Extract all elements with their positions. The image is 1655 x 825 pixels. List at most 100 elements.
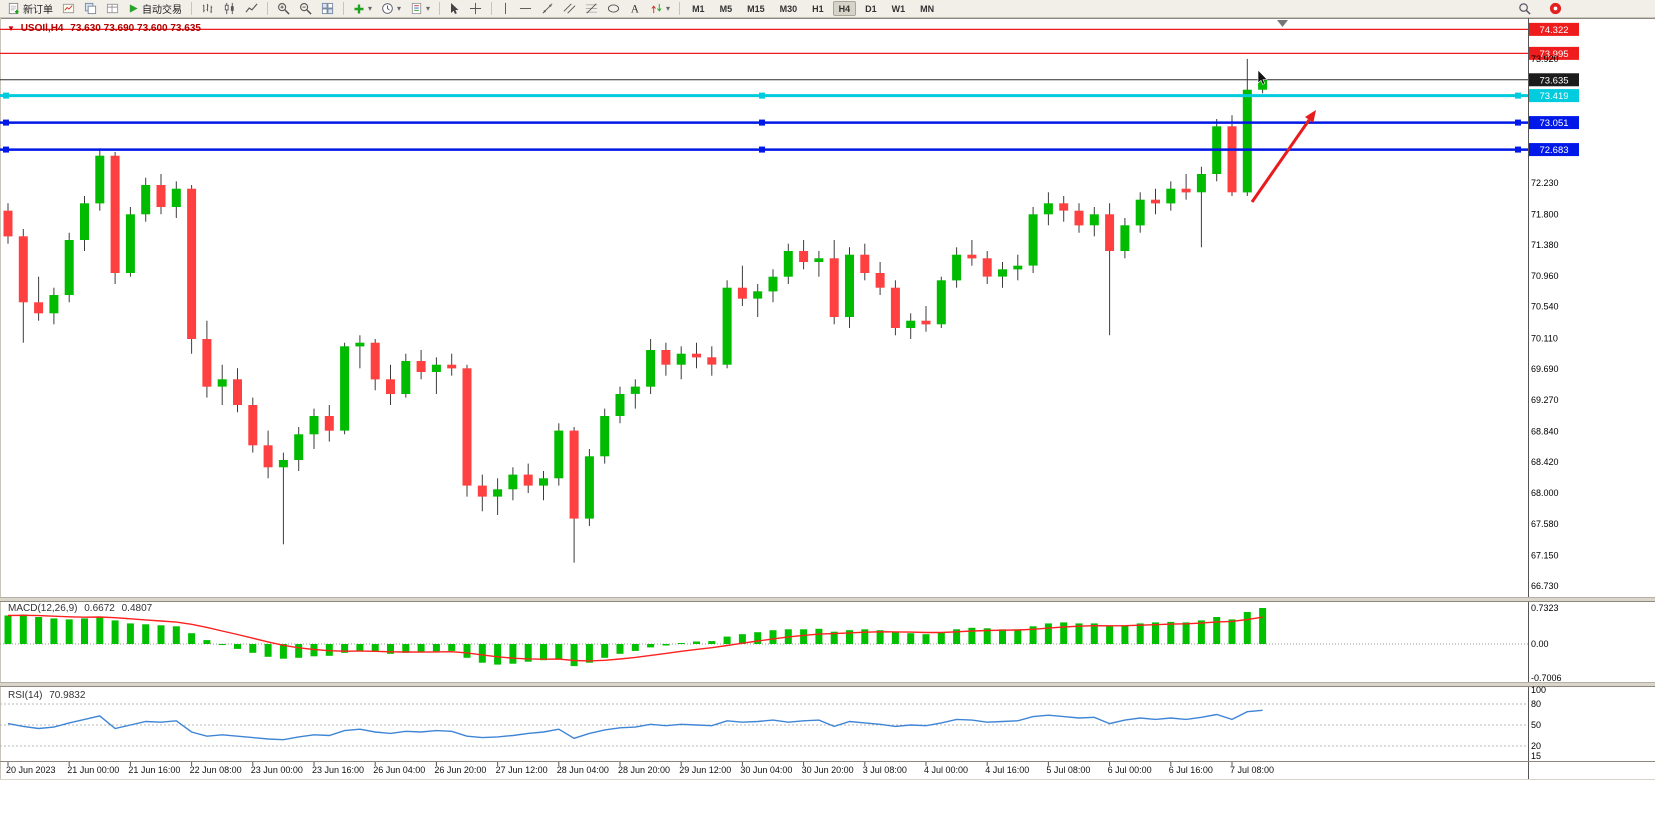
current-price-line-73.635[interactable]: 73.635 xyxy=(0,73,1579,87)
notifications-button[interactable] xyxy=(1545,1,1566,17)
svg-text:73.051: 73.051 xyxy=(1539,118,1568,129)
price-badge xyxy=(1529,116,1579,130)
zoom-in-icon xyxy=(277,2,290,15)
svg-text:71.380: 71.380 xyxy=(1531,240,1559,250)
rsi-indicator-label: RSI(14) 70.9832 xyxy=(8,690,89,701)
arrow-annotation[interactable] xyxy=(1250,110,1316,203)
macd-histogram xyxy=(4,608,1267,667)
dropdown-arrow-icon: ▾ xyxy=(397,3,402,13)
indicators-icon xyxy=(353,3,365,15)
price-badge xyxy=(1529,143,1579,157)
timeframe-h4-button[interactable]: H4 xyxy=(832,1,857,16)
line-chart-button[interactable] xyxy=(241,1,262,17)
macd-value: 0.6672 xyxy=(84,603,115,614)
one-click-trading-toggle[interactable]: ▼ xyxy=(7,24,15,33)
bar-chart-button[interactable] xyxy=(197,1,218,17)
cursor-icon xyxy=(449,2,460,15)
trendline-button[interactable] xyxy=(537,1,558,17)
autotrading-button[interactable]: 自动交易 xyxy=(124,1,186,17)
periods-button[interactable]: ▾ xyxy=(377,1,405,17)
svg-text:73.635: 73.635 xyxy=(1539,75,1568,86)
price-badge xyxy=(1529,73,1579,87)
svg-text:28 Jun 04:00: 28 Jun 04:00 xyxy=(557,765,609,775)
profiles-button[interactable] xyxy=(80,1,101,17)
svg-text:3 Jul 08:00: 3 Jul 08:00 xyxy=(863,765,907,775)
search-button[interactable] xyxy=(1514,1,1535,17)
timeframe-m5-button[interactable]: M5 xyxy=(719,4,733,14)
chart-shift-marker[interactable] xyxy=(1277,20,1288,27)
candle-chart-button[interactable] xyxy=(219,1,240,17)
data-window-button[interactable] xyxy=(102,1,123,17)
panel-splitter[interactable] xyxy=(0,597,1655,602)
panel-splitter[interactable] xyxy=(0,682,1655,687)
svg-text:-0.7006: -0.7006 xyxy=(1531,673,1562,683)
svg-text:70.110: 70.110 xyxy=(1531,333,1558,343)
crosshair-icon xyxy=(469,2,482,15)
svg-text:A: A xyxy=(631,4,639,15)
svg-text:4 Jul 00:00: 4 Jul 00:00 xyxy=(924,765,968,775)
text-button[interactable]: A xyxy=(625,1,645,17)
toolbar-separator xyxy=(439,2,441,15)
svg-text:30 Jun 04:00: 30 Jun 04:00 xyxy=(740,765,792,775)
svg-text:6 Jul 00:00: 6 Jul 00:00 xyxy=(1108,765,1152,775)
resistance-line-73.995[interactable]: 73.995 xyxy=(0,46,1579,60)
main-toolbar: 新订单 自动交易 ▾ ▾ ▾ A ▾ M1 M5 M15 M30 H1 H4 D1 W1 MN xyxy=(0,0,1655,18)
timeframe-m1-button[interactable]: M1 xyxy=(692,4,705,14)
svg-text:72.230: 72.230 xyxy=(1531,178,1559,188)
crosshair-button[interactable] xyxy=(465,1,486,17)
zoom-out-button[interactable] xyxy=(295,1,316,17)
shapes-button[interactable] xyxy=(603,1,624,17)
indicators-button[interactable]: ▾ xyxy=(349,1,376,17)
svg-text:73.995: 73.995 xyxy=(1539,49,1568,60)
arrows-button[interactable]: ▾ xyxy=(646,1,674,17)
zoom-in-button[interactable] xyxy=(273,1,294,17)
svg-text:73.419: 73.419 xyxy=(1539,91,1568,102)
timeframe-w1-button[interactable]: W1 xyxy=(891,4,906,14)
dropdown-arrow-icon: ▾ xyxy=(666,3,671,13)
timeframe-m30-button[interactable]: M30 xyxy=(779,4,798,14)
timeframe-mn-button[interactable]: MN xyxy=(920,4,935,14)
timeframe-m15-button[interactable]: M15 xyxy=(747,4,765,14)
data-window-icon xyxy=(106,2,119,15)
profiles-icon xyxy=(84,2,97,15)
resistance-line-74.322[interactable]: 74.322 xyxy=(0,22,1579,36)
svg-text:70.960: 70.960 xyxy=(1531,271,1559,281)
toolbar-separator xyxy=(343,2,344,15)
svg-text:80: 80 xyxy=(1531,699,1541,709)
support-line-73.051[interactable]: 73.051 xyxy=(0,116,1579,130)
svg-text:30 Jun 20:00: 30 Jun 20:00 xyxy=(802,765,854,775)
dropdown-arrow-icon: ▾ xyxy=(426,3,431,13)
hline-button[interactable] xyxy=(515,1,536,17)
svg-text:70.540: 70.540 xyxy=(1531,302,1559,312)
candle-chart-icon xyxy=(223,2,236,15)
fibo-button[interactable] xyxy=(581,1,602,17)
toolbar-separator xyxy=(679,2,681,15)
svg-text:100: 100 xyxy=(1531,685,1546,695)
tile-windows-button[interactable] xyxy=(317,1,338,17)
timeframe-h1-button[interactable]: H1 xyxy=(812,4,824,14)
svg-text:73.920: 73.920 xyxy=(1531,54,1559,64)
svg-text:68.000: 68.000 xyxy=(1531,488,1559,498)
svg-text:69.270: 69.270 xyxy=(1531,395,1559,405)
svg-text:66.730: 66.730 xyxy=(1531,581,1559,591)
svg-text:71.800: 71.800 xyxy=(1531,209,1559,219)
new-order-icon xyxy=(7,2,20,15)
templates-button[interactable]: ▾ xyxy=(406,1,434,17)
new-chart-button[interactable] xyxy=(58,1,79,17)
svg-text:0.00: 0.00 xyxy=(1531,639,1549,649)
support-line-73.419[interactable]: 73.419 xyxy=(0,89,1579,103)
channel-button[interactable] xyxy=(559,1,580,17)
svg-text:67.150: 67.150 xyxy=(1531,550,1559,560)
vline-button[interactable] xyxy=(497,1,514,17)
cursor-button[interactable] xyxy=(445,1,464,17)
new-order-button[interactable]: 新订单 xyxy=(3,1,57,17)
timeframe-d1-button[interactable]: D1 xyxy=(865,4,877,14)
toolbar-separator xyxy=(191,2,192,15)
toolbar-separator xyxy=(267,2,268,15)
time-axis: 20 Jun 2023 21 Jun 00:00 21 Jun 16:00 22 Ju… xyxy=(6,762,1274,775)
channel-icon xyxy=(563,2,576,15)
toolbar-separator xyxy=(491,2,493,15)
support-line-72.683[interactable]: 72.683 xyxy=(0,143,1579,157)
shapes-icon xyxy=(607,2,620,15)
